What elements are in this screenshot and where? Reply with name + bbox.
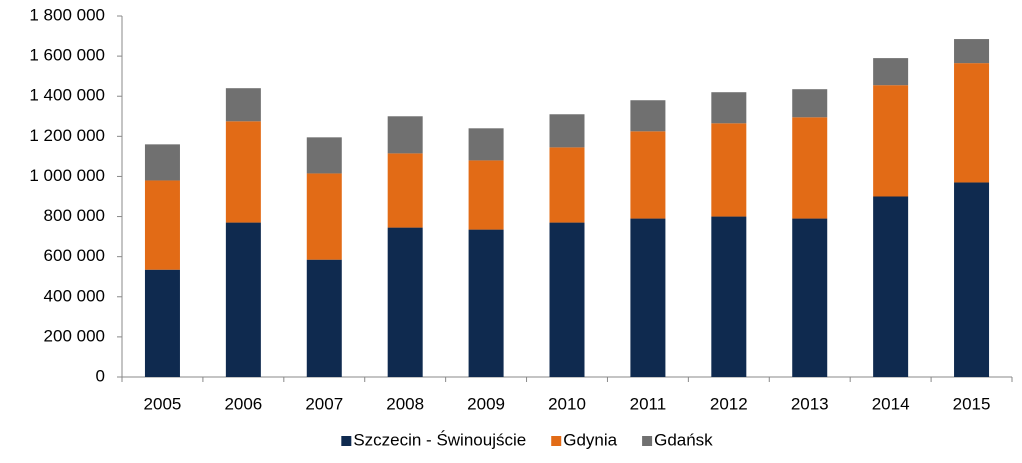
legend-swatch <box>642 436 653 446</box>
y-tick-label: 400 000 <box>44 286 105 305</box>
bar-segment <box>549 114 585 148</box>
bar-segment <box>144 144 180 181</box>
bar-segment <box>468 128 504 161</box>
bar-segment <box>873 196 909 377</box>
y-tick-label: 800 000 <box>44 206 105 225</box>
legend-label: Gdańsk <box>654 430 713 449</box>
y-tick-label: 600 000 <box>44 246 105 265</box>
bar-segment <box>144 180 180 270</box>
bar-segment <box>873 58 909 86</box>
y-tick-label: 200 000 <box>44 326 105 345</box>
y-tick-label: 1 200 000 <box>29 126 105 145</box>
legend-swatch <box>551 436 562 446</box>
bar-segment <box>873 85 909 197</box>
bar-segment <box>225 88 261 122</box>
bar-segment <box>387 116 423 154</box>
bar-segment <box>549 222 585 377</box>
x-tick-label: 2006 <box>224 394 262 413</box>
bar-segment <box>792 89 828 118</box>
bar-segment <box>387 227 423 377</box>
bar-segment <box>792 218 828 377</box>
y-tick-label: 1 400 000 <box>29 86 105 105</box>
bar-segment <box>468 229 504 377</box>
bar-segment <box>954 39 990 64</box>
y-tick-label: 1 000 000 <box>29 166 105 185</box>
bar-segment <box>225 121 261 223</box>
bar-segment <box>711 123 747 217</box>
bar-segment <box>306 137 342 174</box>
legend-label: Gdynia <box>563 430 617 449</box>
x-tick-label: 2012 <box>710 394 748 413</box>
x-tick-label: 2013 <box>791 394 829 413</box>
x-tick-label: 2011 <box>630 394 667 413</box>
x-tick-label: 2009 <box>467 394 505 413</box>
bar-segment <box>468 160 504 230</box>
y-tick-label: 1 600 000 <box>29 46 105 65</box>
bar-segment <box>792 117 828 219</box>
bar-segment <box>306 259 342 377</box>
x-tick-label: 2014 <box>872 394 910 413</box>
bar-segment <box>225 222 261 377</box>
x-tick-label: 2007 <box>305 394 343 413</box>
bar-segment <box>144 269 180 377</box>
x-tick-label: 2010 <box>548 394 586 413</box>
bar-segment <box>954 182 990 377</box>
bar-segment <box>549 147 585 223</box>
y-tick-label: 1 800 000 <box>29 5 105 24</box>
bar-segment <box>711 216 747 377</box>
bar-segment <box>630 100 666 132</box>
bar-segment <box>954 63 990 183</box>
bar-segment <box>711 92 747 124</box>
legend-swatch <box>341 436 352 446</box>
x-tick-label: 2015 <box>953 394 991 413</box>
x-tick-label: 2008 <box>386 394 424 413</box>
legend-label: Szczecin - Świnoujście <box>353 430 526 449</box>
bar-segment <box>630 131 666 219</box>
x-tick-label: 2005 <box>144 394 182 413</box>
bar-segment <box>630 218 666 377</box>
bar-segment <box>306 173 342 260</box>
bar-segment <box>387 153 423 228</box>
y-tick-label: 0 <box>96 366 105 385</box>
